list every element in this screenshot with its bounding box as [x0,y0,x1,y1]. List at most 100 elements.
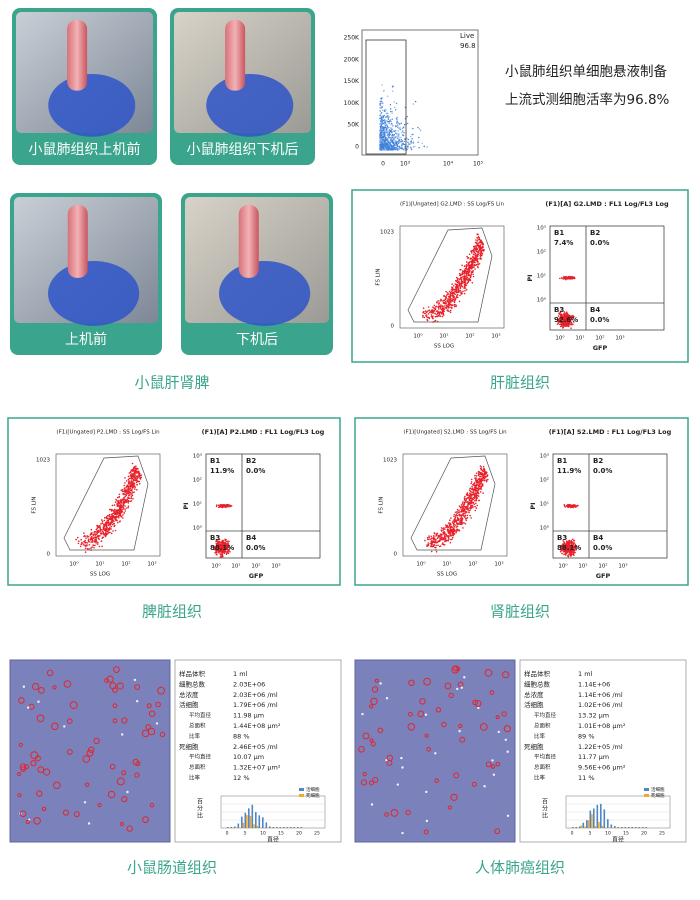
caption-line: 上流式测细胞活率为96.8% [505,91,670,108]
event-dot [459,291,461,293]
histogram-bar [267,827,269,828]
event-dot [476,240,479,242]
event-dot [462,275,464,278]
event-dot [124,505,126,507]
event-dot [381,102,383,105]
event-dot [467,270,469,272]
event-dot [424,310,427,312]
histogram-bar [591,814,593,828]
event-dot [418,147,420,149]
event-dot [463,515,466,517]
event-dot [561,321,563,323]
quad-title: (F1)[A] G2.LMD : FL1 Log/FL3 Log [545,200,669,208]
histogram-bar [580,825,583,828]
event-dot [470,505,472,507]
event-dot [379,146,382,148]
event-dot [399,147,401,149]
event-dot [465,265,468,268]
event-dot [135,479,137,482]
event-dot [396,120,398,123]
event-dot [445,307,448,309]
event-dot [425,314,428,317]
event-dot [116,496,119,499]
event-dot [382,126,385,128]
histogram-bar [251,804,254,828]
event-dot [129,492,131,494]
event-dot [559,323,561,326]
x-tick-label: 10⁰ [558,563,568,570]
event-dot [379,103,381,105]
event-dot [566,312,568,314]
event-dot [573,321,575,323]
event-dot [117,500,119,503]
row-label: 细胞总数 [524,679,551,688]
row-value: 1.02E+06 /ml [578,701,623,709]
event-dot [473,503,476,506]
event-dot [397,124,399,126]
event-dot [131,491,134,493]
event-dot [87,538,90,540]
event-dot [477,261,479,263]
event-dot [397,126,399,128]
event-dot [119,501,121,504]
event-dot [473,249,475,251]
event-dot [387,149,389,151]
histogram-bar [626,827,628,828]
event-dot [380,117,383,120]
event-dot [399,127,401,129]
event-dot [114,501,117,503]
event-dot [379,134,381,136]
quadrant-name: B2 [593,457,603,465]
y-tick-label: 50K [347,122,360,129]
event-dot [136,483,138,486]
cell [497,730,500,734]
histogram-bar [288,827,290,828]
cell [22,685,26,688]
histogram-bar [228,827,231,828]
event-dot [476,244,478,247]
histogram-bar [230,827,233,828]
event-dot [218,506,220,509]
event-dot [562,318,564,321]
event-dot [84,551,87,553]
event-dot [95,542,97,544]
event-dot [123,484,125,487]
event-dot [440,529,443,532]
row-value: 1 ml [233,670,248,678]
event-dot [400,136,402,139]
event-dot [437,534,440,537]
event-dot [568,322,571,325]
event-dot [472,258,474,261]
event-dot [88,548,90,550]
event-dot [130,478,133,480]
event-dot [222,541,224,543]
event-dot [471,267,474,269]
event-dot [86,535,88,537]
event-dot [443,310,445,313]
event-dot [389,143,391,145]
event-dot [219,556,222,558]
y-axis-label: FS LIN [379,496,385,513]
legend-swatch [644,794,649,797]
event-dot [454,511,457,514]
event-dot [117,512,120,515]
tube [238,205,259,278]
cell [400,756,403,760]
event-dot [467,262,470,264]
event-dot [437,300,439,302]
event-dot [223,505,225,508]
event-dot [455,285,458,288]
event-dot [124,495,126,498]
event-dot [474,488,477,491]
event-dot [450,292,453,295]
event-dot [480,258,483,260]
event-dot [443,536,446,538]
histogram-bar [579,826,581,828]
event-dot [387,143,389,146]
event-dot [567,316,570,319]
event-dot [97,534,100,537]
event-dot [459,294,461,297]
event-dot [391,142,393,144]
event-dot [95,531,97,533]
